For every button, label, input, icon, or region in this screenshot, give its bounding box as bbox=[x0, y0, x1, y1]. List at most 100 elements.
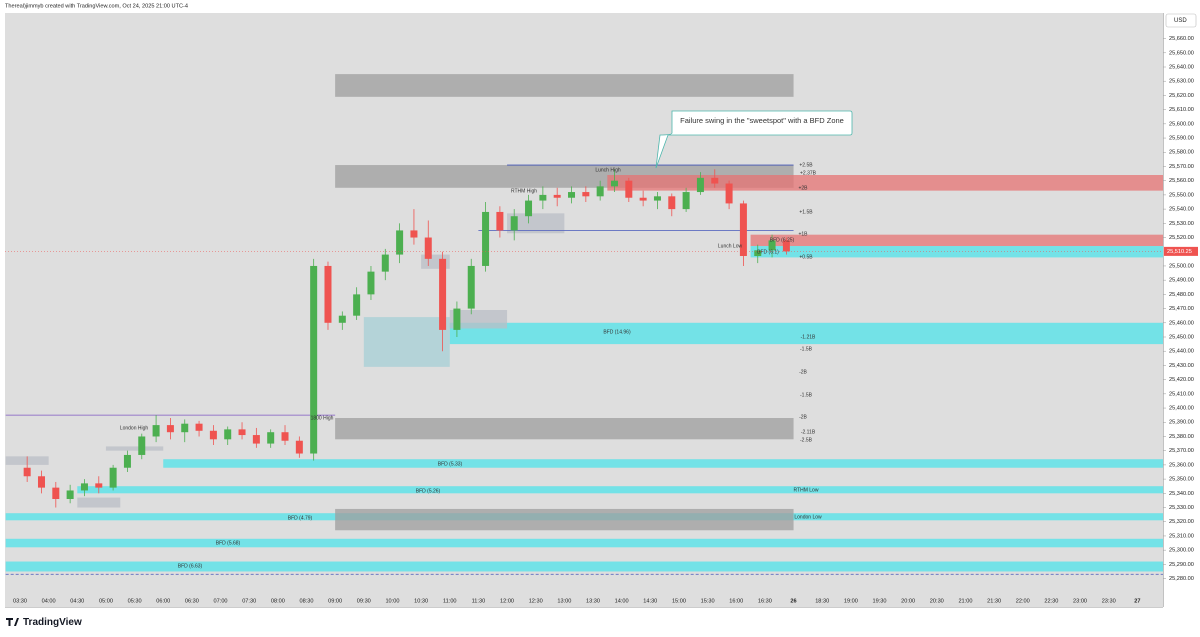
zone bbox=[363, 317, 450, 367]
candle-body bbox=[525, 200, 533, 217]
x-tick-label: 18:30 bbox=[815, 598, 829, 604]
candle-body bbox=[252, 435, 260, 444]
y-tick-label: 25,600.00 bbox=[1169, 121, 1194, 127]
zone bbox=[449, 322, 1163, 345]
currency-box[interactable] bbox=[1165, 13, 1197, 28]
candle-body bbox=[754, 250, 762, 256]
candle-body bbox=[610, 180, 618, 187]
last-price-box bbox=[1164, 246, 1198, 256]
candle-body bbox=[625, 180, 633, 198]
y-tick-label: 25,610.00 bbox=[1169, 107, 1194, 113]
x-tick-label: 05:00 bbox=[99, 598, 113, 604]
y-tick-label: 25,450.00 bbox=[1169, 334, 1194, 340]
x-tick-label: 09:30 bbox=[357, 598, 371, 604]
candle-body bbox=[23, 467, 31, 477]
y-tick-label: 25,280.00 bbox=[1169, 576, 1194, 582]
candle-body bbox=[439, 258, 447, 330]
candle-body bbox=[238, 429, 246, 436]
drawing-label: +2.5B bbox=[799, 162, 813, 168]
y-tick-label: 25,580.00 bbox=[1169, 150, 1194, 156]
x-tick-label: 04:00 bbox=[42, 598, 56, 604]
y-tick-label: 25,340.00 bbox=[1169, 491, 1194, 497]
zone bbox=[335, 418, 794, 440]
logo-icon bbox=[6, 618, 19, 626]
drawing-label: +1B bbox=[798, 231, 808, 237]
drawing-label: +2B bbox=[798, 185, 808, 191]
zone bbox=[105, 446, 164, 451]
candle-body bbox=[711, 177, 719, 184]
candle-body bbox=[682, 192, 690, 210]
candle-body bbox=[582, 192, 590, 197]
y-tick-label: 25,490.00 bbox=[1169, 278, 1194, 284]
drawing-label: BFD (6.63) bbox=[178, 563, 203, 569]
x-tick-label: 04:30 bbox=[70, 598, 84, 604]
zone bbox=[750, 234, 1163, 247]
candle-body bbox=[166, 425, 174, 433]
x-tick-label: 21:30 bbox=[987, 598, 1001, 604]
drawing-label: -1.5B bbox=[800, 392, 813, 398]
x-tick-label: 12:30 bbox=[529, 598, 543, 604]
x-tick-label: 16:30 bbox=[758, 598, 772, 604]
zone bbox=[607, 175, 1163, 191]
candle-body bbox=[782, 240, 790, 252]
candle-body bbox=[768, 240, 776, 251]
candle-body bbox=[267, 432, 275, 444]
x-tick-label: 20:30 bbox=[930, 598, 944, 604]
candle-body bbox=[496, 211, 504, 231]
x-tick-label: 11:00 bbox=[443, 598, 457, 604]
drawing-label: +2.37B bbox=[800, 170, 817, 176]
candle-body bbox=[338, 315, 346, 323]
x-tick-label: 26 bbox=[790, 598, 796, 604]
zone bbox=[5, 538, 1163, 548]
drawing-label: -1.21B bbox=[801, 334, 816, 340]
candle-body bbox=[195, 423, 203, 431]
x-tick-label: 19:30 bbox=[873, 598, 887, 604]
y-tick-label: 25,500.00 bbox=[1169, 263, 1194, 269]
candle-body bbox=[152, 425, 160, 437]
candle-body bbox=[653, 196, 661, 201]
y-tick-label: 25,310.00 bbox=[1169, 533, 1194, 539]
drawing-label: Lunch High bbox=[595, 167, 621, 173]
y-tick-label: 25,410.00 bbox=[1169, 391, 1194, 397]
candle-body bbox=[467, 265, 475, 309]
candle-body bbox=[209, 430, 217, 440]
drawing-label: RTHM High bbox=[511, 188, 537, 194]
x-tick-label: 06:30 bbox=[185, 598, 199, 604]
candle-body bbox=[510, 216, 518, 231]
y-tick-label: 25,530.00 bbox=[1169, 221, 1194, 227]
callout-box bbox=[655, 110, 853, 169]
candle-body bbox=[424, 237, 432, 259]
callout-text: Failure swing in the "sweetspot" with a … bbox=[680, 116, 844, 125]
drawing-label: BFD (5.68) bbox=[216, 540, 241, 546]
zone bbox=[77, 486, 1163, 494]
currency[interactable]: USD bbox=[1174, 18, 1187, 24]
candle-body bbox=[539, 194, 547, 201]
x-tick-label: 19:00 bbox=[844, 598, 858, 604]
x-tick-label: 23:00 bbox=[1073, 598, 1087, 604]
last-price-label: 25,510.25 bbox=[1167, 249, 1192, 255]
x-tick-label: 08:30 bbox=[300, 598, 314, 604]
drawing-label: -1.5B bbox=[800, 346, 813, 352]
x-tick-label: 23:30 bbox=[1102, 598, 1116, 604]
y-tick-label: 25,520.00 bbox=[1169, 235, 1194, 241]
drawing-label: BFD (5.26) bbox=[416, 488, 441, 494]
zone bbox=[750, 246, 1163, 258]
y-tick-label: 25,480.00 bbox=[1169, 292, 1194, 298]
candle-body bbox=[310, 265, 318, 454]
candle-body bbox=[367, 271, 375, 295]
drawing-label: -2B bbox=[799, 414, 807, 420]
plot-area bbox=[5, 13, 1163, 607]
x-tick-label: 10:00 bbox=[385, 598, 399, 604]
y-tick-label: 25,460.00 bbox=[1169, 320, 1194, 326]
y-tick-label: 25,570.00 bbox=[1169, 164, 1194, 170]
candle-body bbox=[123, 454, 131, 468]
x-tick-label: 22:00 bbox=[1016, 598, 1030, 604]
zone bbox=[163, 459, 1163, 468]
logo: TradingView bbox=[6, 617, 82, 628]
candle-body bbox=[639, 197, 647, 201]
x-tick-label: 12:00 bbox=[500, 598, 514, 604]
zone bbox=[335, 508, 794, 531]
y-tick-label: 25,370.00 bbox=[1169, 448, 1194, 454]
y-tick-label: 25,390.00 bbox=[1169, 420, 1194, 426]
